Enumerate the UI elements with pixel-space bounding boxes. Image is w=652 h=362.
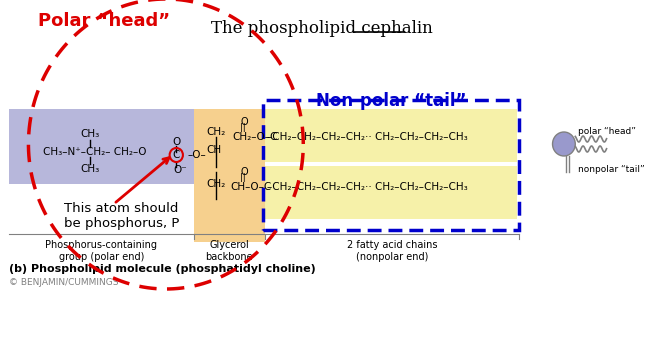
FancyBboxPatch shape <box>194 109 265 242</box>
FancyBboxPatch shape <box>265 166 516 219</box>
Text: CH₂: CH₂ <box>207 127 226 137</box>
Text: CH: CH <box>207 145 222 155</box>
Text: CH₂: CH₂ <box>207 179 226 189</box>
Text: Non-polar “tail”: Non-polar “tail” <box>316 92 467 110</box>
FancyBboxPatch shape <box>265 109 516 162</box>
FancyBboxPatch shape <box>10 109 194 184</box>
Text: O: O <box>172 137 181 147</box>
Text: © BENJAMIN/CUMMINGS: © BENJAMIN/CUMMINGS <box>10 278 119 287</box>
Text: ||: || <box>240 123 246 132</box>
Text: CH₃–N⁺–CH₂– CH₂–O: CH₃–N⁺–CH₂– CH₂–O <box>42 147 146 157</box>
Text: ||: || <box>240 173 246 182</box>
Text: CH₂–O–C: CH₂–O–C <box>232 132 278 142</box>
Text: Polar “head”: Polar “head” <box>38 12 170 30</box>
Text: This atom should
be phosphorus, P: This atom should be phosphorus, P <box>65 202 180 230</box>
Text: CH–O–C: CH–O–C <box>230 182 271 192</box>
Text: C: C <box>173 150 180 160</box>
Text: polar “head”: polar “head” <box>578 127 636 136</box>
Text: Phosphorus-containing
group (polar end): Phosphorus-containing group (polar end) <box>46 240 157 262</box>
Circle shape <box>552 132 575 156</box>
Text: –CH₂–CH₂–CH₂–CH₂·· CH₂–CH₂–CH₂–CH₃: –CH₂–CH₂–CH₂–CH₂·· CH₂–CH₂–CH₂–CH₃ <box>267 182 468 192</box>
Text: O⁻: O⁻ <box>173 165 187 175</box>
Text: CH₃: CH₃ <box>80 129 100 139</box>
Text: Glycerol
backbone: Glycerol backbone <box>205 240 253 262</box>
Text: The phospholipid cephalin: The phospholipid cephalin <box>211 20 433 37</box>
Text: –O–: –O– <box>188 150 207 160</box>
Text: 2 fatty acid chains
(nonpolar end): 2 fatty acid chains (nonpolar end) <box>347 240 437 262</box>
Text: CH₃: CH₃ <box>80 164 100 174</box>
Text: nonpolar “tail”: nonpolar “tail” <box>578 164 645 173</box>
Text: O: O <box>241 167 248 177</box>
Text: O: O <box>241 117 248 127</box>
Text: (b) Phospholipid molecule (phosphatidyl choline): (b) Phospholipid molecule (phosphatidyl … <box>10 264 316 274</box>
Text: –CH₂–CH₂–CH₂–CH₂·· CH₂–CH₂–CH₂–CH₃: –CH₂–CH₂–CH₂–CH₂·· CH₂–CH₂–CH₂–CH₃ <box>267 132 468 142</box>
